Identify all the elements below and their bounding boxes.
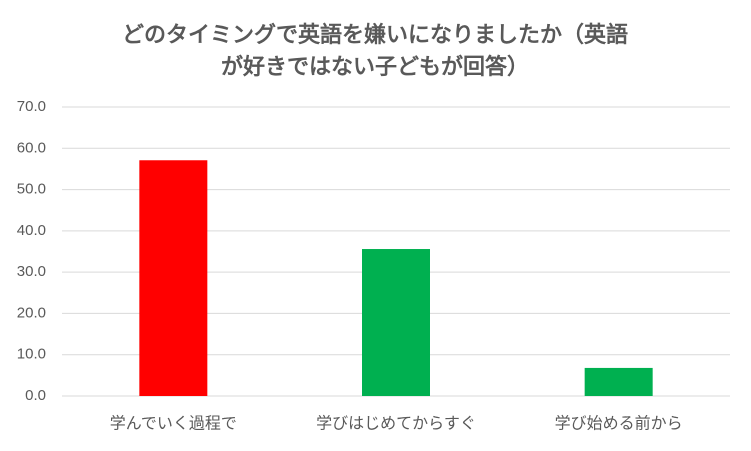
x-tick-label: 学びはじめてからすぐ: [316, 414, 476, 433]
x-tick-label: 学んでいく過程で: [110, 414, 237, 433]
y-tick-label: 40.0: [17, 222, 46, 239]
y-tick-label: 30.0: [17, 263, 46, 280]
y-tick-label: 50.0: [17, 181, 46, 198]
chart-title: どのタイミングで英語を嫌いになりましたか（英語: [122, 22, 628, 48]
y-tick-label: 60.0: [17, 139, 46, 156]
y-tick-label: 20.0: [17, 304, 46, 321]
chart-title: が好きではない子どもが回答）: [221, 54, 529, 80]
bar: [362, 249, 430, 396]
bar: [584, 367, 653, 396]
bar: [139, 160, 208, 396]
x-tick-label: 学び始める前から: [555, 414, 683, 433]
y-tick-label: 70.0: [17, 98, 46, 115]
y-tick-label: 0.0: [25, 387, 46, 404]
y-tick-label: 10.0: [17, 346, 46, 363]
